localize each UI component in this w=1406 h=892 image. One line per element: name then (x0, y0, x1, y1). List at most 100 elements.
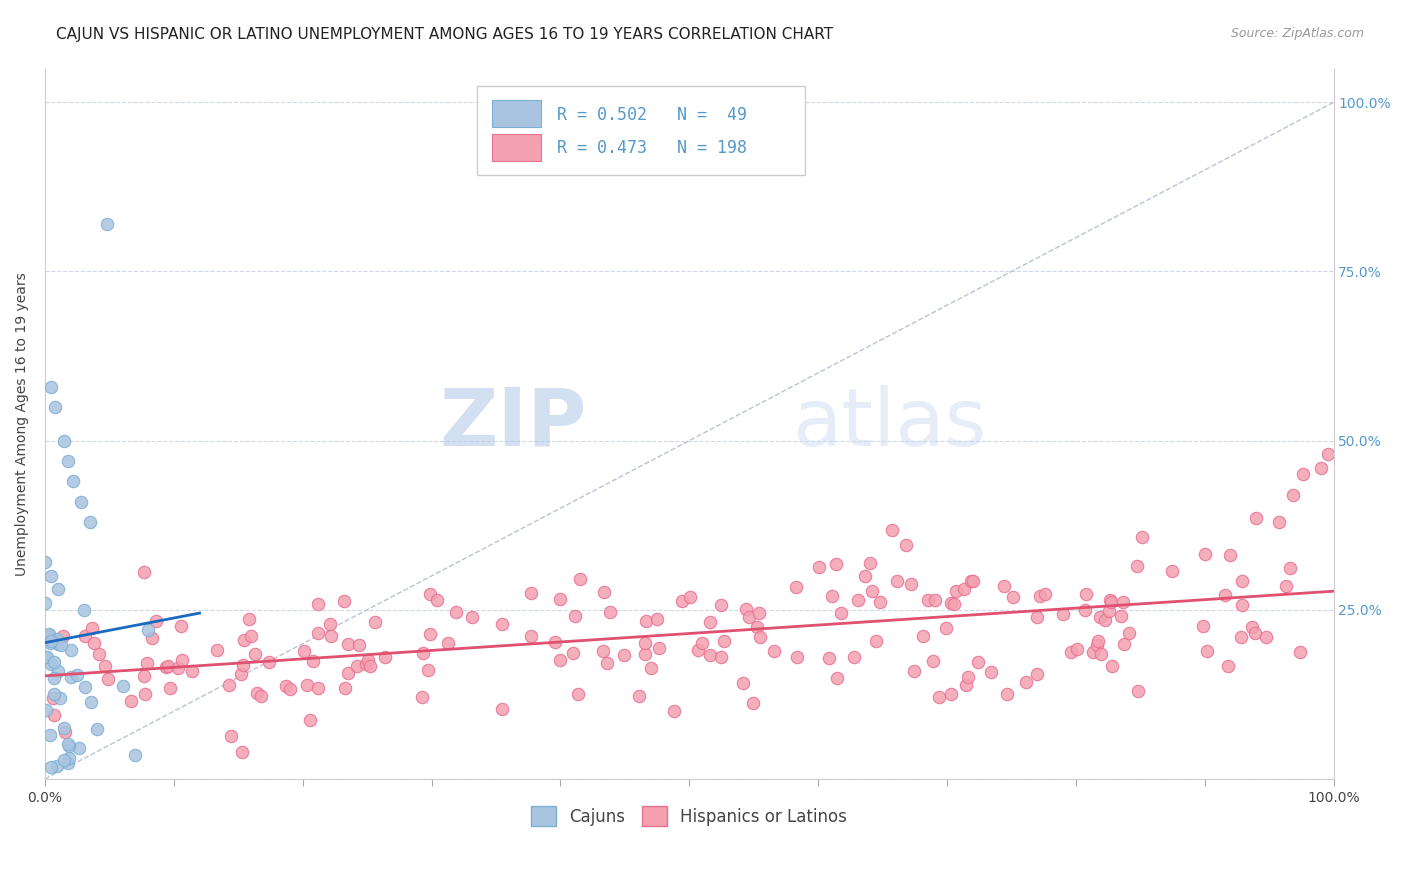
Point (297, 677, 319, 691)
Point (903, 664, 925, 678)
Point (240, 628, 263, 642)
Point (846, 593, 869, 607)
Point (132, 669, 155, 683)
Point (1126, 684, 1149, 698)
Point (967, 655, 990, 669)
Text: CAJUN VS HISPANIC OR LATINO UNEMPLOYMENT AMONG AGES 16 TO 19 YEARS CORRELATION C: CAJUN VS HISPANIC OR LATINO UNEMPLOYMENT… (56, 27, 834, 42)
FancyBboxPatch shape (492, 134, 541, 161)
Point (1246, 511, 1268, 525)
Point (70, 494, 93, 508)
Point (124, 747, 146, 762)
Point (634, 614, 657, 628)
Point (491, 702, 513, 716)
Point (1085, 638, 1108, 652)
Point (172, 653, 194, 667)
Point (1241, 620, 1264, 634)
Point (627, 690, 650, 704)
Point (58, 751, 80, 765)
Point (374, 649, 396, 664)
Point (75, 629, 97, 643)
Point (218, 678, 240, 692)
Point (41, 379, 63, 393)
Point (939, 596, 962, 610)
Point (942, 597, 965, 611)
Point (233, 633, 256, 648)
Point (1125, 558, 1147, 573)
Point (73, 680, 96, 694)
Point (461, 610, 484, 624)
Point (167, 661, 190, 675)
Point (246, 686, 269, 700)
Point (1014, 675, 1036, 690)
FancyBboxPatch shape (477, 87, 806, 175)
Point (912, 630, 935, 644)
Point (49, 638, 72, 652)
Point (333, 681, 356, 695)
Point (941, 687, 963, 701)
Point (337, 637, 360, 651)
Point (564, 609, 586, 624)
Point (1098, 593, 1121, 607)
Point (1090, 610, 1112, 624)
Point (412, 646, 434, 660)
Point (250, 689, 273, 703)
Point (980, 665, 1002, 679)
Point (962, 574, 984, 588)
Point (548, 653, 571, 667)
Point (259, 655, 281, 669)
Point (232, 658, 254, 673)
Point (1268, 515, 1291, 529)
Point (132, 565, 155, 579)
Point (1114, 637, 1136, 651)
Point (58, 756, 80, 770)
Point (136, 623, 159, 637)
Point (38, 627, 60, 641)
Point (1035, 587, 1057, 601)
Point (1101, 658, 1123, 673)
Point (786, 649, 808, 664)
Point (1066, 642, 1088, 657)
Point (52, 753, 75, 767)
Point (640, 661, 662, 675)
Point (245, 647, 267, 661)
Point (745, 620, 768, 634)
Point (346, 658, 368, 673)
Point (42, 708, 65, 723)
Point (922, 654, 945, 668)
Point (648, 640, 671, 655)
Point (917, 592, 939, 607)
Point (520, 586, 543, 600)
Point (34, 650, 56, 665)
Point (690, 636, 713, 650)
Point (1230, 630, 1253, 644)
Text: atlas: atlas (793, 384, 987, 463)
Point (332, 593, 354, 607)
Point (645, 612, 668, 626)
Point (548, 591, 571, 606)
Point (205, 643, 228, 657)
Text: ZIP: ZIP (439, 384, 586, 463)
Point (41, 657, 63, 671)
Point (298, 714, 321, 728)
Point (62, 474, 84, 488)
Legend: Cajuns, Hispanics or Latinos: Cajuns, Hispanics or Latinos (523, 797, 856, 835)
Point (38, 628, 60, 642)
Point (928, 690, 950, 705)
Point (72, 603, 94, 617)
Point (307, 681, 329, 695)
Point (45, 632, 67, 646)
Point (219, 730, 242, 744)
Point (159, 681, 181, 696)
Point (156, 658, 179, 673)
Point (1254, 630, 1277, 644)
Point (1118, 625, 1140, 640)
Point (613, 648, 636, 662)
Point (56, 454, 79, 468)
Point (83, 636, 105, 650)
Point (741, 696, 763, 710)
Point (945, 583, 967, 598)
Point (238, 611, 260, 625)
Point (699, 648, 721, 663)
Point (1052, 607, 1074, 622)
Point (808, 559, 831, 574)
